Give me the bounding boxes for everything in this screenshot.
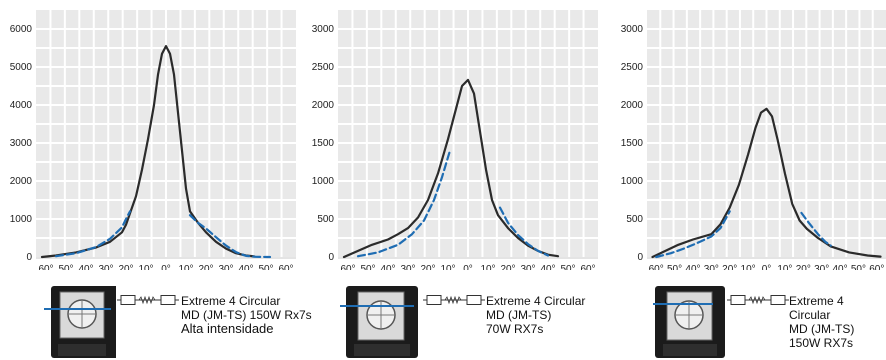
x-tick-label: 0°: [463, 264, 473, 270]
x-tick-label: 60°: [38, 264, 53, 270]
x-tick-label: 10°: [741, 264, 756, 270]
caption-line: 150W RX7s: [789, 336, 854, 350]
x-tick-label: 30°: [218, 264, 233, 270]
series-line-solid: [342, 78, 560, 259]
series-line-dashed: [655, 210, 731, 259]
x-tick-label: 10°: [440, 264, 455, 270]
x-tick-label: 30°: [98, 264, 113, 270]
x-tick-label: 20°: [722, 264, 737, 270]
y-tick-label: 2000: [312, 100, 335, 111]
x-tick-label: 10°: [777, 264, 792, 270]
x-tick-label: 40°: [832, 264, 847, 270]
x-tick-label: 30°: [814, 264, 829, 270]
x-tick-label: 40°: [540, 264, 555, 270]
x-tick-label: 20°: [118, 264, 133, 270]
x-tick-label: 40°: [380, 264, 395, 270]
y-tick-label: 0: [637, 252, 643, 263]
y-tick-label: 0: [26, 252, 32, 263]
bulb-icon: [727, 295, 789, 305]
y-tick-label: 4000: [10, 100, 33, 111]
series-line-dashed: [356, 149, 452, 258]
y-tick-label: 1500: [312, 138, 335, 149]
fixture-panel-1: Extreme 4 Circular MD (JM-TS) 150W Rx7s …: [36, 282, 326, 360]
x-tick-label: 30°: [704, 264, 719, 270]
caption-line: 70W RX7s: [486, 322, 544, 336]
x-tick-label: 50°: [667, 264, 682, 270]
y-tick-label: 6000: [10, 24, 33, 35]
x-tick-label: 50°: [360, 264, 375, 270]
caption-line: Alta intensidade: [181, 321, 274, 336]
x-tick-label: 60°: [278, 264, 293, 270]
y-tick-label: 5000: [10, 62, 33, 73]
caption-line: MD (JM-TS): [486, 308, 552, 322]
x-tick-label: 40°: [685, 264, 700, 270]
x-tick-label: 10°: [178, 264, 193, 270]
series-line-solid: [651, 107, 882, 259]
y-tick-label: 3000: [621, 24, 644, 35]
floodlight-icon: [340, 286, 418, 358]
x-tick-label: 20°: [420, 264, 435, 270]
bulb-icon: [117, 295, 179, 305]
x-tick-label: 30°: [520, 264, 535, 270]
y-tick-label: 3000: [10, 138, 33, 149]
y-tick-label: 1000: [312, 176, 335, 187]
x-tick-label: 50°: [851, 264, 866, 270]
chart-caption-3: Extreme 4 Circular MD (JM-TS) 150W RX7s: [789, 294, 886, 350]
bulb-icon: [423, 295, 485, 305]
x-tick-label: 10°: [480, 264, 495, 270]
fixture-panel-2: Extreme 4 Circular MD (JM-TS) 70W RX7s: [338, 282, 628, 360]
caption-line: Extreme 4 Circular: [486, 294, 586, 308]
y-tick-label: 0: [328, 252, 334, 263]
chart-1: 0 1000 2000 3000 4000 5000 6000 60° 50° 40° 30° 20°…: [10, 10, 296, 270]
x-tick-label: 60°: [869, 264, 884, 270]
y-tick-label: 500: [626, 214, 643, 225]
x-tick-label: 60°: [340, 264, 355, 270]
x-tick-label: 40°: [238, 264, 253, 270]
x-tick-label: 60°: [649, 264, 664, 270]
y-tick-label: 500: [317, 214, 334, 225]
floodlight-icon: [653, 286, 725, 358]
caption-line: MD (JM-TS) 150W Rx7s: [181, 308, 312, 322]
series-line-dashed: [188, 214, 272, 259]
y-tick-label: 2500: [312, 62, 335, 73]
chart-caption-1: Extreme 4 Circular MD (JM-TS) 150W Rx7s …: [181, 294, 312, 336]
y-tick-label: 3000: [312, 24, 335, 35]
floodlight-icon: [44, 286, 116, 358]
y-tick-label: 2000: [10, 176, 33, 187]
caption-line: Extreme 4 Circular: [181, 294, 281, 308]
x-tick-label: 20°: [500, 264, 515, 270]
x-tick-label: 60°: [580, 264, 595, 270]
fixture-panel-3: Extreme 4 Circular MD (JM-TS) 150W RX7s: [647, 282, 886, 360]
x-tick-label: 40°: [78, 264, 93, 270]
x-tick-label: 0°: [161, 264, 171, 270]
x-tick-label: 50°: [258, 264, 273, 270]
caption-line: Extreme 4 Circular: [789, 294, 844, 322]
y-tick-label: 1000: [10, 214, 33, 225]
x-tick-label: 50°: [560, 264, 575, 270]
chart-caption-2: Extreme 4 Circular MD (JM-TS) 70W RX7s: [486, 294, 585, 336]
x-tick-label: 50°: [58, 264, 73, 270]
x-tick-label: 30°: [400, 264, 415, 270]
x-tick-label: 20°: [796, 264, 811, 270]
series-line-dashed: [498, 206, 550, 257]
x-tick-label: 10°: [138, 264, 153, 270]
y-tick-label: 2500: [621, 62, 644, 73]
chart-2: 0 500 1000 1500 2000 2500 3000 60° 50° 40° 30° 20° 1…: [312, 10, 598, 270]
x-tick-label: 20°: [198, 264, 213, 270]
y-tick-label: 1000: [621, 176, 644, 187]
caption-line: MD (JM-TS): [789, 322, 855, 336]
x-tick-label: 0°: [762, 264, 772, 270]
y-tick-label: 1500: [621, 138, 644, 149]
series-line-dashed: [800, 211, 832, 247]
series-line-solid: [40, 45, 256, 259]
y-tick-label: 2000: [621, 100, 644, 111]
series-line-dashed: [54, 210, 132, 258]
